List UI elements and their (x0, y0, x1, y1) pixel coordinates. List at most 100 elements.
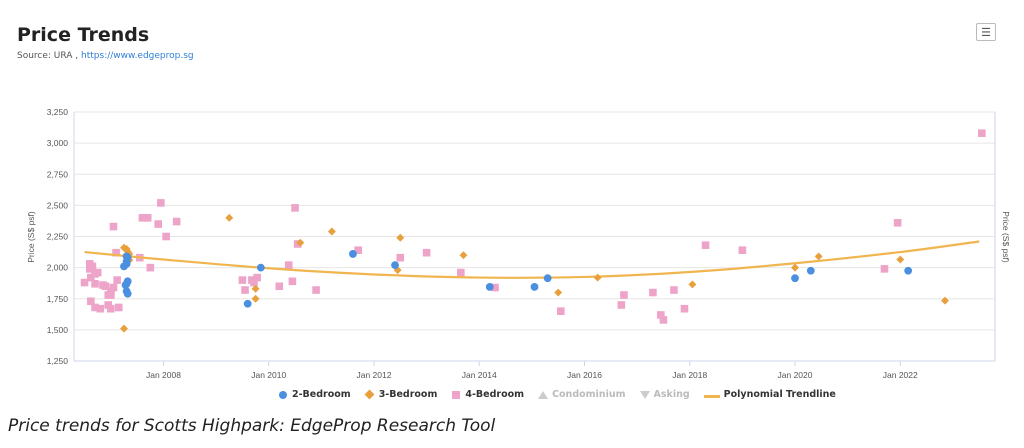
point-4-bedroom (354, 246, 362, 254)
point-2-bedroom (543, 274, 552, 283)
source-line: Source: URA , https://www.edgeprop.sg (17, 51, 194, 61)
point-2-bedroom (530, 283, 539, 291)
y-tick-label: 1,250 (47, 356, 69, 366)
square-marker-icon (452, 390, 461, 399)
point-3-bedroom (327, 227, 336, 236)
y-tick-label: 2,500 (47, 200, 69, 210)
point-4-bedroom (457, 268, 465, 277)
y-tick-label: 1,750 (47, 294, 69, 304)
legend-item-2-bedroom[interactable]: 2-Bedroom (278, 389, 351, 400)
x-tick-label: Jan 2008 (146, 370, 181, 380)
point-4-bedroom (80, 278, 89, 287)
y-tick-label: 1,500 (47, 325, 69, 335)
point-2-bedroom (349, 250, 357, 258)
point-4-bedroom (659, 316, 668, 324)
point-4-bedroom (101, 282, 110, 291)
point-4-bedroom (670, 286, 678, 294)
point-4-bedroom (88, 262, 97, 271)
point-4-bedroom (396, 253, 405, 262)
point-4-bedroom (172, 217, 181, 226)
x-tick-label: Jan 2014 (462, 370, 497, 380)
point-4-bedroom (680, 304, 689, 313)
point-4-bedroom (291, 204, 299, 212)
legend-label: Asking (653, 389, 690, 400)
point-4-bedroom (109, 222, 118, 231)
legend-item-condominium[interactable]: Condominium (538, 389, 626, 400)
point-4-bedroom (91, 303, 99, 312)
source-prefix: Source: URA , (17, 51, 79, 61)
point-4-bedroom (91, 280, 99, 288)
point-4-bedroom (104, 291, 113, 299)
point-4-bedroom (143, 214, 152, 222)
point-4-bedroom (250, 278, 258, 287)
point-3-bedroom (296, 238, 305, 247)
point-4-bedroom (146, 263, 155, 272)
y-tick-label: 3,000 (47, 138, 69, 148)
polynomial-trendline (84, 240, 980, 279)
point-3-bedroom (593, 273, 602, 282)
point-4-bedroom (241, 286, 249, 294)
chart-legend: 2-Bedroom 3-Bedroom 4-Bedroom Condominiu… (278, 389, 836, 400)
point-4-bedroom (312, 286, 320, 294)
source-link[interactable]: https://www.edgeprop.sg (81, 51, 194, 61)
point-4-bedroom (491, 283, 499, 292)
triangle-up-marker-icon (538, 390, 549, 399)
point-3-bedroom (225, 213, 234, 222)
point-4-bedroom (893, 219, 902, 227)
x-tick-label: Jan 2022 (883, 370, 918, 380)
point-4-bedroom (738, 246, 747, 254)
point-4-bedroom (284, 261, 293, 269)
point-4-bedroom (107, 304, 115, 313)
x-tick-label: Jan 2020 (778, 370, 813, 380)
point-4-bedroom (162, 232, 170, 241)
triangle-down-marker-icon (639, 390, 650, 399)
point-3-bedroom (459, 251, 468, 260)
point-4-bedroom (701, 241, 710, 250)
x-tick-label: Jan 2012 (356, 370, 391, 380)
trendline-marker-icon (703, 395, 720, 398)
point-4-bedroom (557, 307, 565, 315)
point-4-bedroom (657, 311, 665, 319)
y-tick-label: 2,000 (47, 263, 69, 273)
legend-label: Polynomial Trendline (723, 389, 836, 400)
point-2-bedroom (122, 252, 131, 261)
point-4-bedroom (87, 273, 95, 282)
y2-axis-title: Price (S$ psf) (1001, 211, 1011, 263)
figure-caption: Price trends for Scotts Highpark: EdgePr… (8, 416, 496, 436)
y-tick-label: 2,750 (47, 169, 69, 179)
page-title: Price Trends (17, 24, 150, 46)
hamburger-menu-icon: ☰ (981, 26, 991, 39)
point-2-bedroom (256, 263, 265, 272)
point-3-bedroom (554, 288, 563, 297)
point-4-bedroom (978, 129, 986, 137)
point-3-bedroom (120, 324, 128, 333)
point-2-bedroom (806, 266, 815, 275)
chart-menu-button[interactable]: ☰ (976, 23, 996, 41)
point-4-bedroom (253, 273, 261, 282)
legend-label: Condominium (552, 389, 626, 400)
point-3-bedroom (941, 296, 949, 305)
x-tick-label: Jan 2010 (251, 370, 286, 380)
point-2-bedroom (243, 299, 252, 308)
y-tick-label: 3,250 (47, 107, 69, 117)
legend-item-4-bedroom[interactable]: 4-Bedroom (451, 389, 524, 400)
circle-marker-icon (279, 390, 287, 399)
point-4-bedroom (157, 199, 165, 207)
legend-item-asking[interactable]: Asking (639, 389, 690, 400)
point-2-bedroom (904, 266, 913, 275)
point-2-bedroom (391, 261, 399, 270)
point-4-bedroom (288, 277, 297, 286)
point-4-bedroom (138, 214, 147, 222)
point-4-bedroom (154, 220, 163, 228)
y-axis-title: Price (S$ psf) (26, 211, 36, 263)
legend-label: 3-Bedroom (378, 389, 438, 400)
y-tick-label: 2,250 (47, 232, 69, 242)
legend-item-polynomial-trendline[interactable]: Polynomial Trendline (703, 389, 836, 400)
point-4-bedroom (422, 248, 431, 257)
point-4-bedroom (114, 303, 123, 312)
point-2-bedroom (121, 281, 130, 289)
price-trends-chart: 1,250 1,500 1,750 2,000 2,250 2,500 2,750 3,000… (26, 107, 1011, 380)
point-3-bedroom (896, 255, 905, 264)
point-4-bedroom (617, 301, 626, 309)
legend-item-3-bedroom[interactable]: 3-Bedroom (364, 389, 438, 400)
